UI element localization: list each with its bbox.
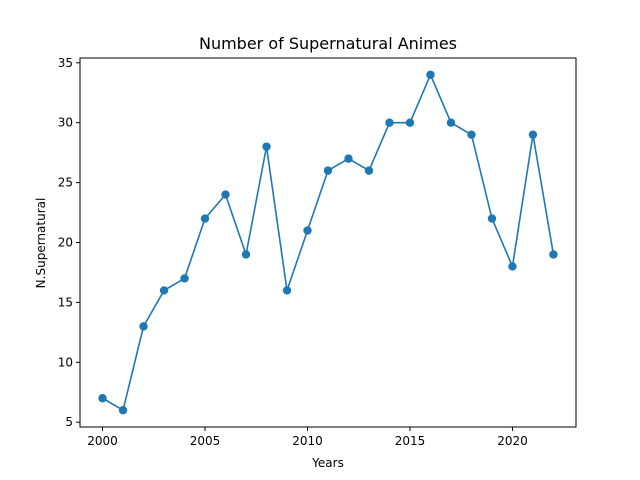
data-point: [200, 214, 210, 223]
data-point: [221, 190, 230, 199]
data-point: [508, 262, 517, 271]
data-point: [98, 394, 107, 403]
x-tick-label: 2000: [87, 434, 118, 448]
data-point: [487, 214, 497, 223]
y-tick-label: 5: [65, 415, 73, 429]
data-point: [118, 406, 128, 415]
data-point: [528, 130, 538, 139]
data-point: [323, 166, 333, 175]
plot-area: 2000 2005 2010 2015 2020 5 10 15 20 25 30 35: [58, 56, 577, 448]
y-axis-label: N.Supernatural: [34, 198, 48, 289]
data-point: [467, 130, 476, 139]
data-point: [241, 250, 251, 259]
chart-title: Number of Supernatural Animes: [199, 34, 457, 53]
data-point: [180, 274, 189, 283]
data-point: [549, 250, 558, 259]
y-tick-label: 25: [58, 176, 73, 190]
y-tick-label: 10: [58, 355, 73, 369]
x-tick-label: 2005: [190, 434, 221, 448]
y-tick-label: 35: [58, 56, 73, 70]
data-point: [282, 286, 292, 295]
data-point: [364, 166, 374, 175]
x-tick-label: 2015: [395, 434, 426, 448]
data-point: [405, 118, 415, 127]
data-point: [344, 154, 353, 163]
y-tick-label: 30: [58, 116, 73, 130]
y-tick-label: 15: [58, 295, 73, 309]
x-axis-label: Years: [311, 456, 344, 470]
data-point: [139, 322, 148, 331]
data-point: [426, 70, 435, 79]
data-point: [446, 118, 456, 127]
x-tick-label: 2010: [292, 434, 323, 448]
x-tick-label: 2020: [497, 434, 528, 448]
y-tick-label: 20: [58, 236, 73, 250]
data-point: [303, 226, 312, 235]
data-point: [385, 118, 394, 127]
data-point: [159, 286, 169, 295]
data-point: [262, 142, 271, 151]
